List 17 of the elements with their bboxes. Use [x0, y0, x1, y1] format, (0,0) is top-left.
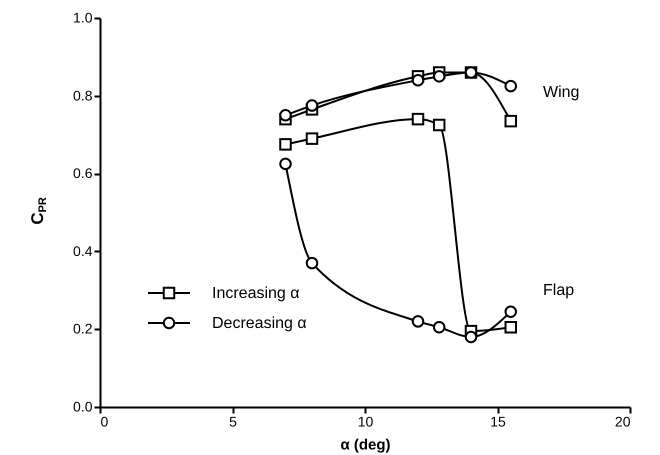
y-axis-title: CPR	[28, 197, 49, 225]
y-tick-label: 0.0	[73, 398, 93, 414]
y-tick-label: 1.0	[73, 10, 93, 26]
x-tick-label: 15	[490, 414, 506, 430]
annotation: Wing	[543, 84, 580, 101]
x-axis-title: α (deg)	[340, 436, 391, 454]
legend-label: Decreasing α	[212, 315, 307, 332]
x-tick-label: 0	[100, 414, 108, 430]
legend-label: Increasing α	[212, 285, 300, 302]
x-tick-label: 5	[229, 414, 238, 430]
y-tick-label: 0.6	[73, 165, 93, 182]
x-tick-label: 10	[358, 414, 374, 430]
annotation: Flap	[543, 282, 574, 299]
y-tick-label: 0.2	[73, 320, 93, 337]
y-tick-label: 0.8	[73, 87, 93, 104]
y-tick-label: 0.4	[73, 242, 93, 259]
x-tick-label: 20	[614, 414, 631, 430]
